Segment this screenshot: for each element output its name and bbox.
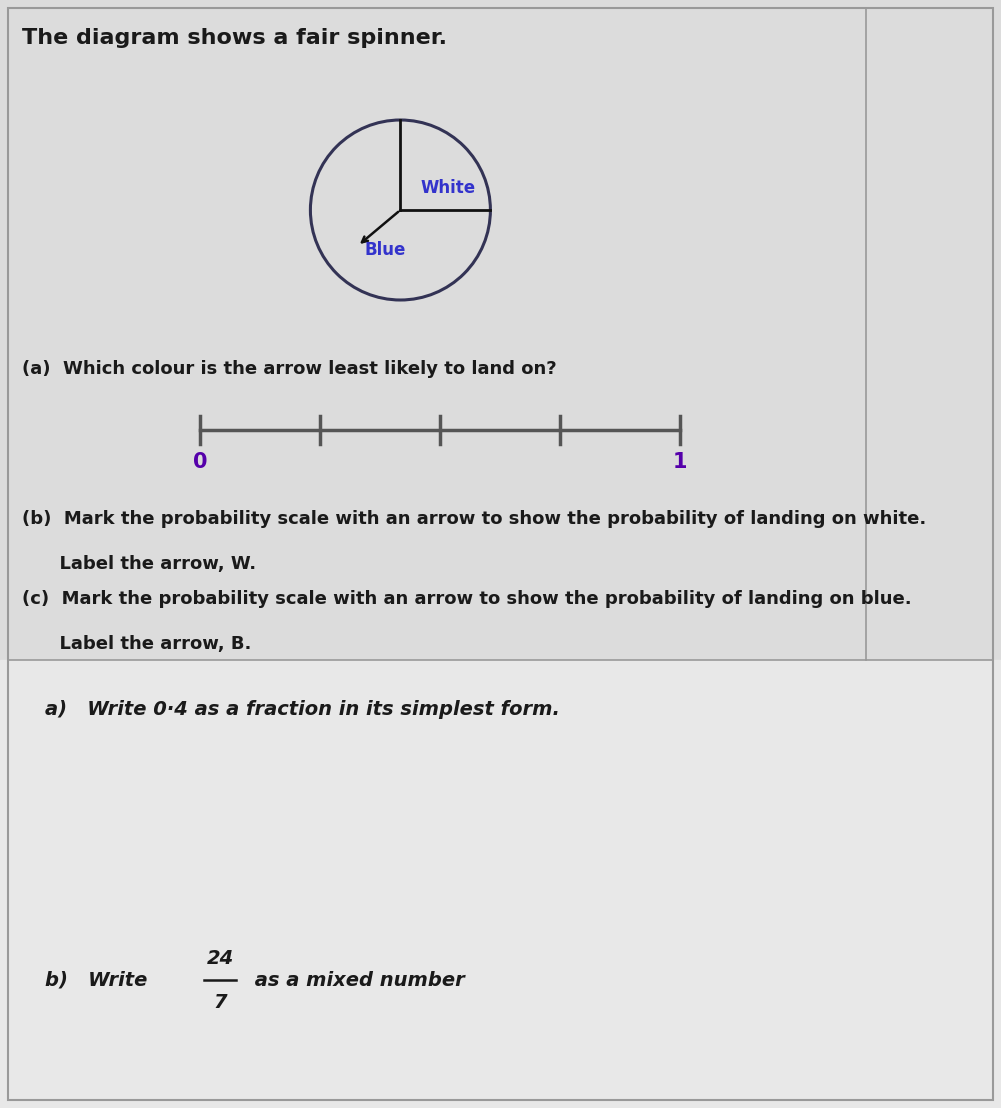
Text: Label the arrow, B.: Label the arrow, B. bbox=[22, 635, 251, 653]
Text: (a)  Which colour is the arrow least likely to land on?: (a) Which colour is the arrow least like… bbox=[22, 360, 557, 378]
Text: (c)  Mark the probability scale with an arrow to show the probability of landing: (c) Mark the probability scale with an a… bbox=[22, 589, 912, 608]
Text: b)   Write: b) Write bbox=[45, 971, 154, 989]
Text: White: White bbox=[420, 179, 475, 197]
Text: a)   Write 0·4 as a fraction in its simplest form.: a) Write 0·4 as a fraction in its simple… bbox=[45, 700, 560, 719]
Text: 1: 1 bbox=[673, 452, 688, 472]
Text: Blue: Blue bbox=[364, 242, 406, 259]
Text: 0: 0 bbox=[193, 452, 207, 472]
Text: 24: 24 bbox=[206, 948, 233, 967]
Bar bbox=[393, 211, 400, 217]
Text: (b)  Mark the probability scale with an arrow to show the probability of landing: (b) Mark the probability scale with an a… bbox=[22, 510, 926, 529]
Bar bbox=[0, 0, 1001, 660]
Text: 7: 7 bbox=[213, 993, 227, 1012]
Text: The diagram shows a fair spinner.: The diagram shows a fair spinner. bbox=[22, 28, 447, 48]
Bar bbox=[0, 660, 1001, 1108]
Text: Label the arrow, W.: Label the arrow, W. bbox=[22, 555, 256, 573]
Text: as a mixed number: as a mixed number bbox=[248, 971, 464, 989]
